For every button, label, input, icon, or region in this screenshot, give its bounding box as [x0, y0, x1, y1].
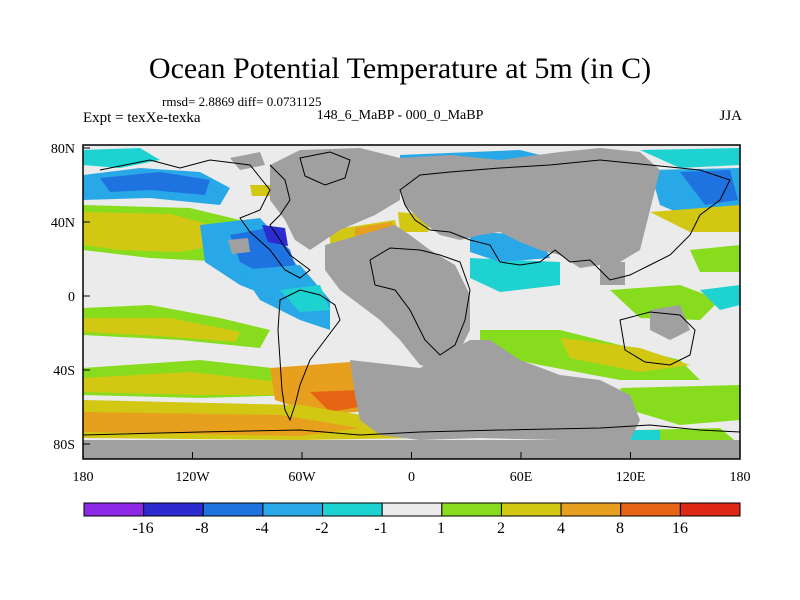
anomaly-patch	[620, 385, 740, 425]
anomaly-patch	[690, 245, 740, 272]
x-tick-label: 180	[73, 470, 94, 485]
y-tick-label: 40N	[51, 216, 75, 231]
coastline-africa	[369, 247, 471, 356]
colorbar-swatch	[381, 502, 443, 517]
colorbar-label: -2	[315, 520, 328, 537]
x-tick-label: 120E	[616, 470, 646, 485]
period-label: 148_6_MaBP - 000_0_MaBP	[316, 108, 484, 123]
anomaly-patch	[280, 285, 330, 312]
x-tick-label: 180	[730, 470, 751, 485]
map-title: Ocean Potential Temperature at 5m (in C)	[148, 52, 652, 85]
anomaly-patch	[650, 205, 740, 232]
colorbar-swatch	[560, 502, 622, 517]
coastline-north-america	[99, 159, 311, 279]
coastline-greenland	[299, 151, 351, 186]
anomaly-patch	[680, 170, 738, 205]
colorbar-label: -16	[132, 520, 153, 537]
x-tick-label: 60W	[288, 470, 316, 485]
x-tick-label: 120W	[175, 470, 210, 485]
land-south-pole	[83, 440, 740, 459]
colorbar-label: -1	[374, 520, 387, 537]
axis-ticks	[82, 147, 741, 459]
coastline-south-america	[277, 289, 341, 422]
anomaly-patch	[83, 372, 285, 395]
coastline-australia	[619, 311, 696, 366]
land-island-nw	[228, 238, 250, 254]
anomaly-patch	[610, 285, 720, 320]
colorbar-swatch	[441, 502, 502, 517]
colorbar-swatch	[262, 502, 324, 517]
colorbar-label: -8	[195, 520, 208, 537]
colorbar-label: 8	[616, 520, 624, 537]
coastline-eurasia	[399, 159, 731, 281]
colorbar-swatch	[500, 502, 562, 517]
anomaly-patch	[700, 285, 740, 310]
y-tick-label: 80S	[53, 438, 75, 453]
map-panel	[83, 145, 740, 459]
coastline-antarctica	[83, 424, 740, 436]
anomaly-patch	[470, 258, 560, 292]
colorbar-label: 1	[437, 520, 445, 537]
coastlines	[83, 151, 740, 436]
anomaly-patch	[83, 318, 240, 342]
land-gondwana-west	[325, 225, 470, 370]
y-tick-label: 0	[68, 290, 75, 305]
land-island-se	[650, 305, 690, 340]
land-island-east	[600, 262, 625, 285]
colorbar-swatch	[83, 502, 145, 517]
colorbar-label: -4	[255, 520, 268, 537]
anomaly-patch	[640, 148, 740, 168]
colorbar-swatch	[202, 502, 264, 517]
land-small-arctic	[230, 152, 265, 170]
anomaly-patch	[262, 225, 288, 246]
y-tick-label: 40S	[53, 364, 75, 379]
x-tick-label: 60E	[510, 470, 533, 485]
anomaly-patch	[250, 185, 272, 196]
colorbar-swatch	[143, 502, 204, 517]
y-tick-label: 80N	[51, 142, 75, 157]
colorbar-swatch	[322, 502, 383, 517]
anomaly-patch	[83, 212, 220, 252]
colorbar	[83, 502, 741, 517]
colorbar-label: 4	[557, 520, 565, 537]
landmasses	[83, 148, 740, 459]
anomaly-patch	[310, 390, 370, 412]
season-label: JJA	[719, 108, 742, 124]
colorbar-swatch	[679, 502, 741, 517]
land-laurasia	[270, 148, 400, 250]
colorbar-swatch	[620, 502, 681, 517]
stats-text: rmsd= 2.8869 diff= 0.0731125	[162, 94, 322, 109]
anomaly-patch	[83, 148, 160, 168]
x-tick-label: 0	[408, 470, 415, 485]
experiment-label: Expt = texXe-texka	[83, 110, 201, 126]
colorbar-label: 2	[497, 520, 505, 537]
land-gondwana-south	[350, 340, 640, 440]
colorbar-label: 16	[672, 520, 688, 537]
anomaly-patch	[100, 172, 210, 195]
